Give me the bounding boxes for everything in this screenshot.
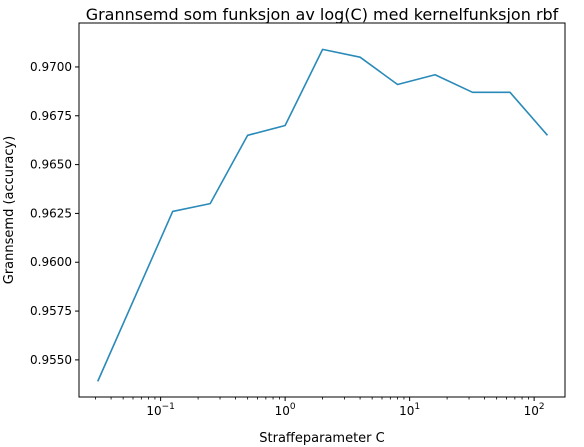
x-axis-label: Straffeparameter C [259, 431, 384, 446]
y-tick-label: 0.9550 [30, 353, 72, 367]
axes-frame [78, 22, 566, 398]
y-axis-label: Grannsemd (accuracy) [2, 136, 17, 284]
x-tick-label: 100 [275, 402, 296, 418]
plot-area: 0.9550 0.9575 0.9600 0.9625 0.9650 0.9675 0.97… [30, 48, 549, 418]
y-tick-label: 0.9575 [30, 304, 72, 318]
x-tick-label: 101 [399, 402, 420, 418]
accuracy-series-line [96, 48, 549, 382]
y-tick-label: 0.9675 [30, 109, 72, 123]
y-tick-label: 0.9650 [30, 158, 72, 172]
y-tick-label: 0.9600 [30, 255, 72, 269]
y-tick-label: 0.9625 [30, 206, 72, 220]
y-tick-label: 0.9700 [30, 60, 72, 74]
chart-title: Grannsemd som funksjon av log(C) med ker… [86, 5, 559, 24]
x-tick-label: 10−1 [146, 402, 175, 418]
x-tick-label: 102 [524, 402, 545, 418]
